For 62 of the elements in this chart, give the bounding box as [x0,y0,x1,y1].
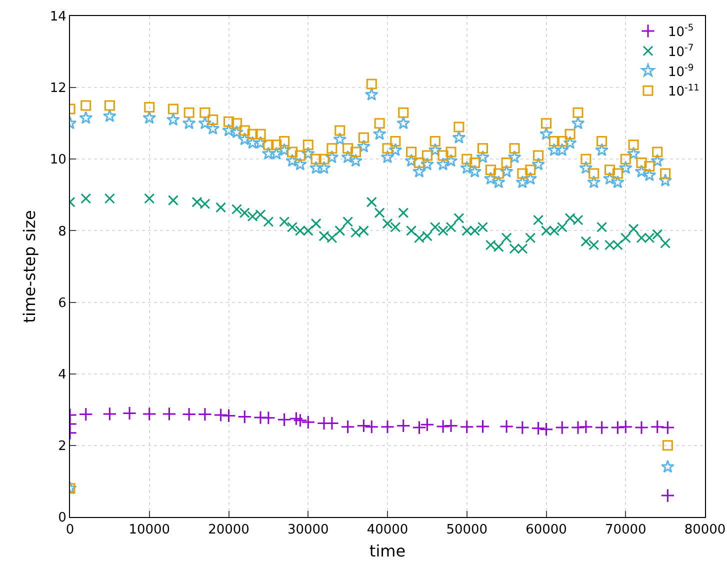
point [578,420,593,434]
point [261,410,276,425]
point [570,420,586,435]
point [460,420,474,434]
y-tick-label: 2 [58,438,66,454]
legend-label: 10$^{-5}$ [668,24,694,40]
point [102,406,117,421]
x-tick-label: 40000 [366,522,408,538]
legend-label: 10$^{-7}$ [668,43,694,60]
y-tick-label: 0 [58,510,66,526]
point [364,420,379,434]
point [222,408,236,423]
point [660,488,675,503]
y-tick-label: 14 [50,10,66,25]
y-tick-label: 4 [58,367,66,382]
point [78,407,93,422]
x-tick-label: 70000 [604,522,646,538]
point [238,410,252,424]
point [289,412,304,426]
point [660,420,675,435]
x-tick-label: 20000 [208,522,250,538]
point [444,418,458,433]
point [214,408,228,422]
point [634,420,649,435]
point [122,406,137,420]
y-tick-label: 12 [50,81,66,96]
x-axis-title: time [369,541,406,560]
legend-label: 10$^{-9}$ [668,63,694,80]
point [340,420,355,434]
point [396,418,410,433]
point [182,407,196,422]
point [555,420,570,435]
point [436,419,450,434]
point [198,407,212,422]
point [515,420,530,435]
y-axis-title: time-step size [20,210,39,323]
point [301,415,316,430]
point [539,422,554,436]
x-tick-label: 60000 [526,522,567,538]
y-tick-label: 8 [58,224,66,240]
point [500,419,514,434]
point [162,406,176,421]
point [142,406,156,421]
point [594,420,609,435]
x-tick-label: 30000 [287,522,329,538]
point [412,420,426,435]
point [531,421,546,436]
y-tick-label: 10 [50,152,66,168]
legend-label: 10$^{-11}$ [668,83,700,100]
point [293,413,308,428]
point [610,420,625,435]
point [380,420,395,434]
point [277,412,292,427]
point [650,420,664,434]
y-tick-label: 6 [58,296,66,311]
x-tick-label: 80000 [684,522,726,538]
point [420,418,434,432]
point [476,419,490,434]
x-tick-label: 10000 [128,522,170,538]
point [618,420,633,434]
point [356,418,371,433]
x-tick-label: 50000 [446,522,488,538]
